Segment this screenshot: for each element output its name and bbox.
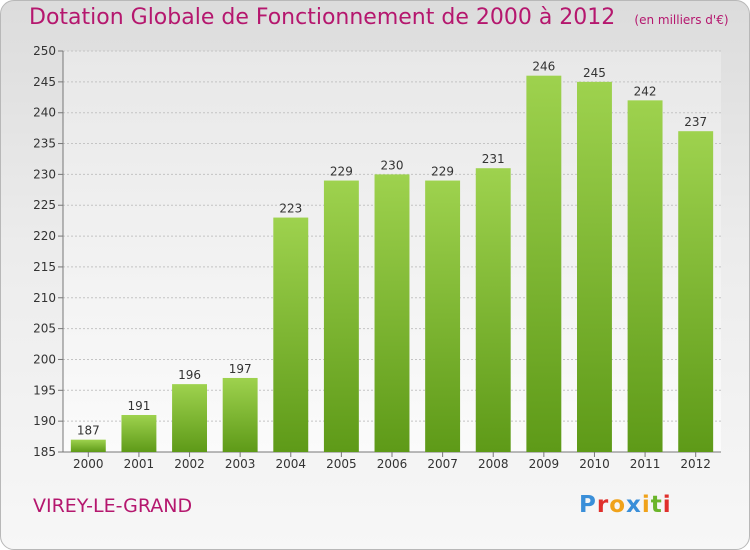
data-label: 230 — [381, 158, 404, 172]
y-tick-label: 245 — [33, 75, 56, 89]
x-tick-label: 2001 — [124, 457, 155, 471]
commune-name: VIREY-LE-GRAND — [33, 495, 193, 517]
bar — [576, 81, 612, 452]
logo-letter: x — [626, 492, 642, 518]
bar — [475, 168, 511, 452]
logo-letter: P — [579, 492, 597, 518]
bar — [627, 100, 663, 452]
bar — [425, 180, 461, 453]
y-tick-label: 205 — [33, 322, 56, 336]
bar — [172, 384, 208, 452]
y-tick-label: 195 — [33, 383, 56, 397]
x-tick-label: 2012 — [680, 457, 711, 471]
bar — [374, 174, 410, 452]
bar — [526, 75, 562, 452]
x-tick-label: 2009 — [529, 457, 560, 471]
data-label: 196 — [178, 368, 201, 382]
x-tick-label: 2008 — [478, 457, 509, 471]
y-tick-label: 215 — [33, 260, 56, 274]
data-label: 197 — [229, 362, 252, 376]
x-tick-label: 2005 — [326, 457, 357, 471]
y-tick-label: 250 — [33, 44, 56, 58]
logo-letter: r — [596, 492, 610, 518]
y-tick-label: 200 — [33, 352, 56, 366]
x-tick-label: 2003 — [225, 457, 256, 471]
bar — [70, 439, 106, 452]
data-label: 191 — [127, 399, 150, 413]
chart-title-block: Dotation Globale de Fonctionnement de 20… — [29, 5, 729, 30]
bar — [121, 414, 157, 452]
chart-unit: (en milliers d'€) — [634, 13, 729, 27]
y-tick-label: 225 — [33, 198, 56, 212]
bar — [678, 131, 714, 452]
data-label: 231 — [482, 152, 505, 166]
x-tick-label: 2004 — [275, 457, 306, 471]
bar — [273, 217, 309, 452]
data-label: 245 — [583, 66, 606, 80]
data-label: 246 — [532, 60, 555, 74]
bar — [222, 377, 258, 452]
data-label: 229 — [330, 165, 353, 179]
y-tick-label: 230 — [33, 167, 56, 181]
x-tick-label: 2007 — [427, 457, 458, 471]
x-tick-label: 2000 — [73, 457, 104, 471]
logo-letter: i — [662, 492, 672, 518]
y-tick-label: 190 — [33, 414, 56, 428]
chart-title: Dotation Globale de Fonctionnement de 20… — [29, 5, 616, 30]
x-tick-label: 2010 — [579, 457, 610, 471]
y-tick-label: 235 — [33, 137, 56, 151]
logo-letter: t — [650, 492, 663, 518]
y-tick-label: 240 — [33, 106, 56, 120]
y-tick-label: 220 — [33, 229, 56, 243]
y-tick-label: 185 — [33, 445, 56, 459]
data-label: 223 — [279, 202, 302, 216]
data-label: 242 — [634, 84, 657, 98]
bar — [323, 180, 359, 453]
y-tick-label: 210 — [33, 291, 56, 305]
x-tick-label: 2002 — [174, 457, 205, 471]
logo-letter: o — [609, 492, 627, 518]
x-tick-label: 2006 — [377, 457, 408, 471]
data-label: 237 — [684, 115, 707, 129]
proxiti-logo: Proxiti — [579, 492, 672, 518]
x-tick-label: 2011 — [630, 457, 661, 471]
logo-letter: i — [641, 492, 651, 518]
data-label: 229 — [431, 165, 454, 179]
data-label: 187 — [77, 424, 100, 438]
